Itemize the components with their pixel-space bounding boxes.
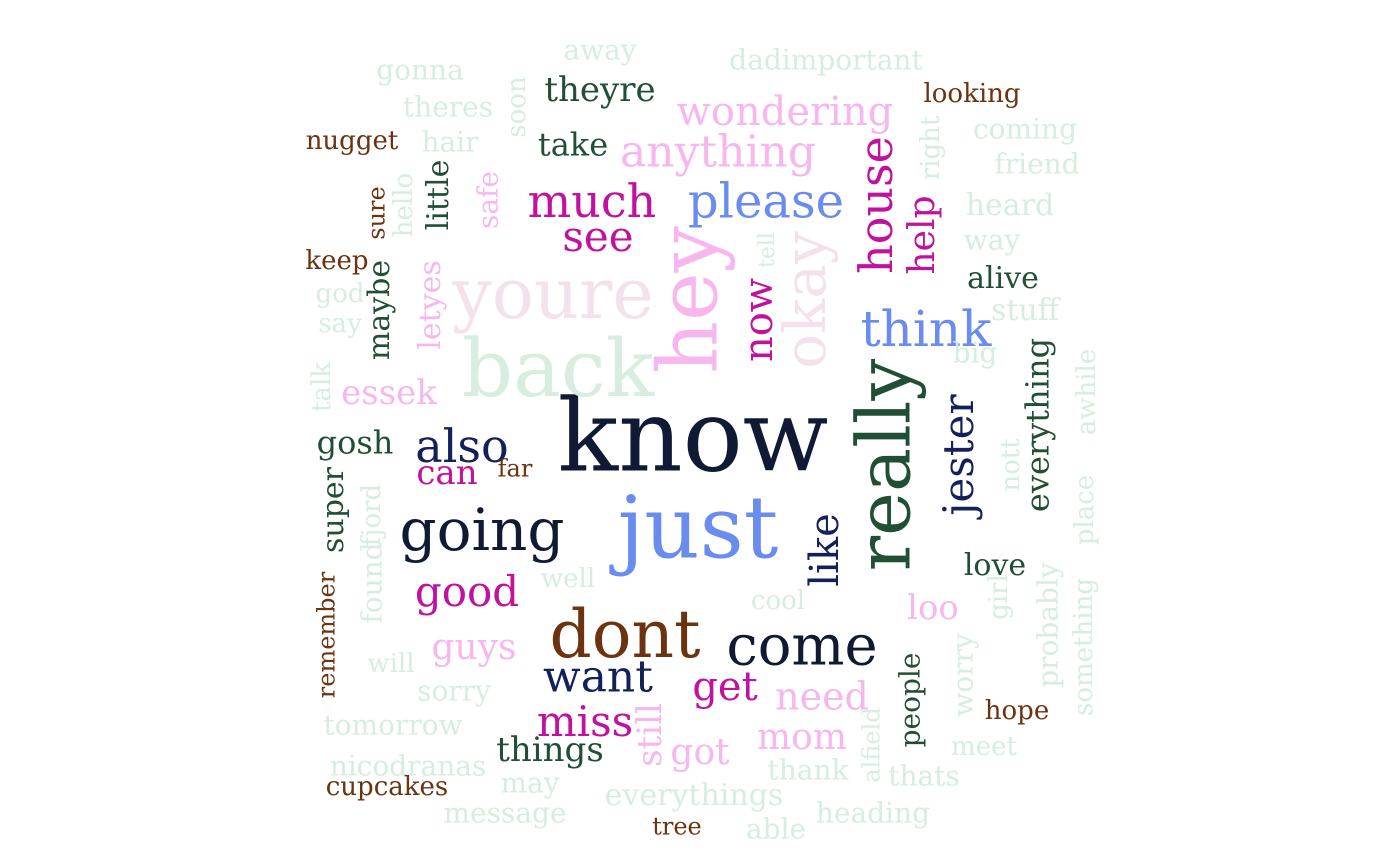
word-message: message <box>443 797 566 830</box>
word-guys: guys <box>431 627 516 668</box>
word-like: like <box>802 513 848 587</box>
word-safe: safe <box>472 171 505 229</box>
word-really: really <box>841 359 927 572</box>
word-away: away <box>563 34 636 67</box>
word-house: house <box>849 136 903 274</box>
word-need: need <box>775 675 869 719</box>
word-gonna: gonna <box>376 54 464 87</box>
word-thats: thats <box>888 760 960 793</box>
word-theyre: theyre <box>544 70 655 110</box>
word-thank: thank <box>768 754 850 787</box>
word-people: people <box>894 653 927 748</box>
word-good: good <box>415 567 519 616</box>
word-cupcakes: cupcakes <box>326 772 449 802</box>
word-awhile: awhile <box>1072 349 1102 436</box>
word-super: super <box>316 466 351 553</box>
word-come: come <box>726 614 877 679</box>
word-see: see <box>562 212 633 261</box>
word-can: can <box>416 453 477 493</box>
word-god: god <box>316 279 365 309</box>
word-hey: hey <box>642 225 737 373</box>
word-nott: nott <box>996 438 1026 492</box>
word-well: well <box>541 564 595 594</box>
word-gosh: gosh <box>317 424 394 462</box>
word-miss: miss <box>537 697 633 746</box>
word-theres: theres <box>403 91 493 124</box>
word-dadimportant: dadimportant <box>729 44 923 77</box>
word-right: right <box>916 115 946 180</box>
word-place: place <box>1070 475 1100 545</box>
word-probably: probably <box>1032 562 1065 688</box>
word-much: much <box>528 174 657 228</box>
word-loo: loo <box>907 588 959 628</box>
word-essek: essek <box>341 373 437 413</box>
word-get: get <box>692 664 757 710</box>
word-worry: worry <box>947 633 980 717</box>
word-everythings: everythings <box>605 778 784 813</box>
word-now: now <box>736 278 782 362</box>
word-hope: hope <box>985 696 1049 726</box>
word-may: may <box>500 767 559 800</box>
word-looking: looking <box>923 79 1020 109</box>
word-remember: remember <box>313 571 341 698</box>
word-everything: everything <box>1019 338 1057 512</box>
word-okay: okay <box>771 231 839 369</box>
word-know: know <box>558 378 829 495</box>
word-cool: cool <box>751 586 805 616</box>
word-nugget: nugget <box>306 126 399 156</box>
word-sure: sure <box>363 186 391 239</box>
word-meet: meet <box>951 732 1017 762</box>
word-jester: jester <box>934 393 983 520</box>
word-also: also <box>415 419 508 473</box>
word-fjord: fjord <box>357 484 387 546</box>
word-maybe: maybe <box>362 260 397 360</box>
word-heading: heading <box>816 797 930 830</box>
word-far: far <box>498 455 533 483</box>
word-alive: alive <box>967 261 1039 296</box>
word-just: just <box>609 479 779 579</box>
word-anything: anything <box>620 127 816 178</box>
word-alfield: alfield <box>858 707 886 782</box>
word-dont: dont <box>549 596 700 673</box>
word-will: will <box>367 649 414 679</box>
word-found: found <box>356 542 389 623</box>
word-youre: youre <box>451 253 654 335</box>
word-big: big <box>953 337 998 370</box>
word-tree: tree <box>652 813 702 841</box>
word-able: able <box>746 813 806 846</box>
word-things: things <box>496 730 604 770</box>
word-got: got <box>670 732 730 773</box>
word-still: still <box>630 703 670 767</box>
word-keep: keep <box>305 246 368 276</box>
word-love: love <box>964 548 1026 583</box>
word-something: something <box>1069 578 1099 716</box>
word-letyes: letyes <box>413 260 448 350</box>
word-friend: friend <box>994 148 1079 181</box>
word-way: way <box>964 224 1021 257</box>
word-talk: talk <box>307 362 337 412</box>
word-heard: heard <box>966 188 1055 223</box>
word-want: want <box>543 652 653 703</box>
word-hair: hair <box>421 126 479 159</box>
word-coming: coming <box>973 113 1077 146</box>
word-going: going <box>399 496 564 564</box>
word-nicodranas: nicodranas <box>330 750 487 783</box>
word-girl: girl <box>984 574 1014 620</box>
word-tell: tell <box>755 232 780 268</box>
word-take: take <box>538 126 608 164</box>
word-wondering: wondering <box>677 89 894 135</box>
word-mom: mom <box>757 717 847 758</box>
word-little: little <box>421 160 456 231</box>
word-please: please <box>688 174 844 230</box>
word-think: think <box>861 300 992 358</box>
word-help: help <box>902 195 943 274</box>
word-soon: soon <box>502 76 532 138</box>
word-back: back <box>462 322 656 415</box>
word-hello: hello <box>389 173 419 237</box>
word-tomorrow: tomorrow <box>323 709 462 742</box>
word-say: say <box>318 309 362 339</box>
word-sorry: sorry <box>417 675 491 708</box>
word-stuff: stuff <box>991 293 1062 328</box>
